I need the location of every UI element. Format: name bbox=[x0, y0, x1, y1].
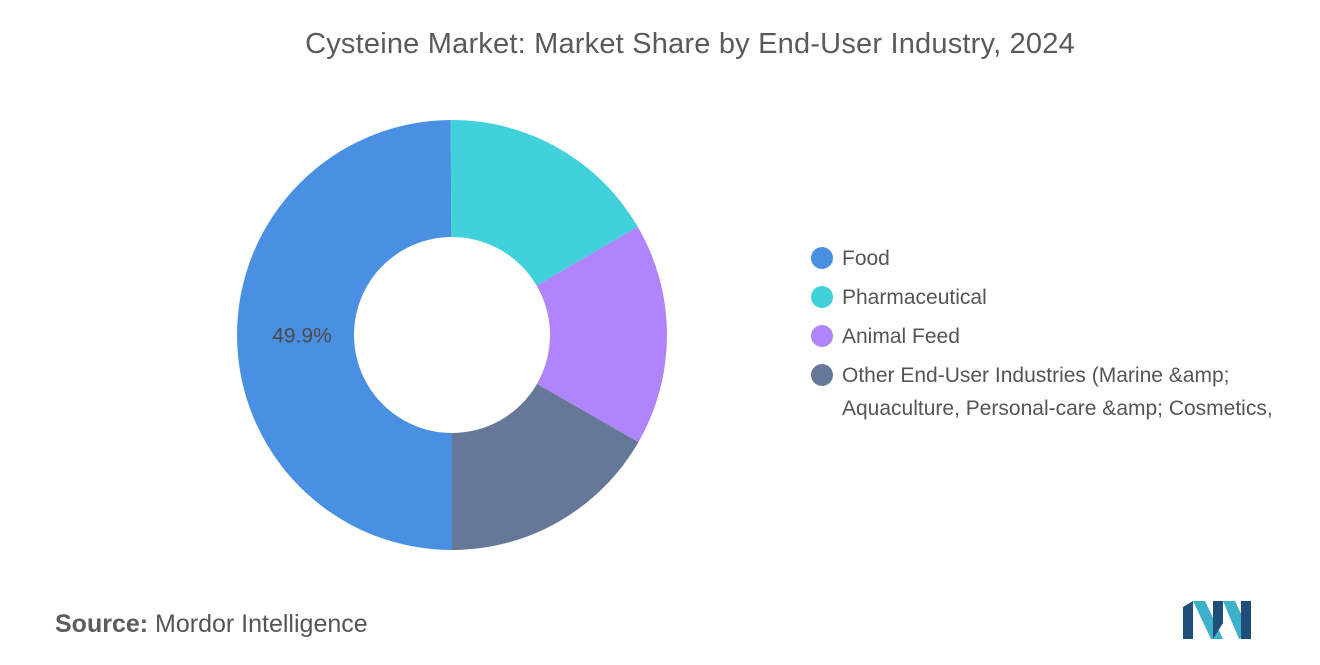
source-note: Source: Mordor Intelligence bbox=[55, 610, 368, 639]
legend-swatch-pharmaceutical bbox=[811, 286, 833, 308]
legend: Food Pharmaceutical Animal Feed Other En… bbox=[811, 244, 1311, 433]
logo-right-bar bbox=[1241, 601, 1251, 639]
mordor-intelligence-logo-icon bbox=[1183, 601, 1251, 639]
legend-label-animal-feed: Animal Feed bbox=[842, 325, 960, 348]
legend-item-food[interactable]: Food bbox=[811, 244, 1311, 275]
donut-slice-other[interactable] bbox=[452, 383, 639, 550]
chart-title: Cysteine Market: Market Share by End-Use… bbox=[305, 28, 1075, 60]
legend-item-other[interactable]: Other End-User Industries (Marine &amp; … bbox=[811, 361, 1311, 425]
legend-item-pharmaceutical[interactable]: Pharmaceutical bbox=[811, 283, 1311, 314]
legend-label-pharmaceutical: Pharmaceutical bbox=[842, 286, 987, 309]
legend-label-food: Food bbox=[842, 247, 890, 270]
logo-left-bar bbox=[1183, 601, 1193, 639]
data-label-food: 49.9% bbox=[272, 324, 332, 347]
source-label: Source: bbox=[55, 610, 149, 638]
donut-slice-pharmaceutical[interactable] bbox=[450, 119, 638, 286]
legend-swatch-food bbox=[811, 247, 833, 269]
donut-slice-food[interactable] bbox=[237, 120, 452, 550]
donut-slice-animal[interactable] bbox=[536, 226, 667, 443]
source-text: Mordor Intelligence bbox=[155, 610, 368, 638]
legend-swatch-animal-feed bbox=[811, 325, 833, 347]
logo-center-bar bbox=[1213, 601, 1223, 639]
legend-item-animal-feed[interactable]: Animal Feed bbox=[811, 322, 1311, 353]
legend-label-other: Other End-User Industries (Marine &amp; … bbox=[842, 364, 1273, 420]
legend-swatch-other bbox=[811, 364, 833, 386]
